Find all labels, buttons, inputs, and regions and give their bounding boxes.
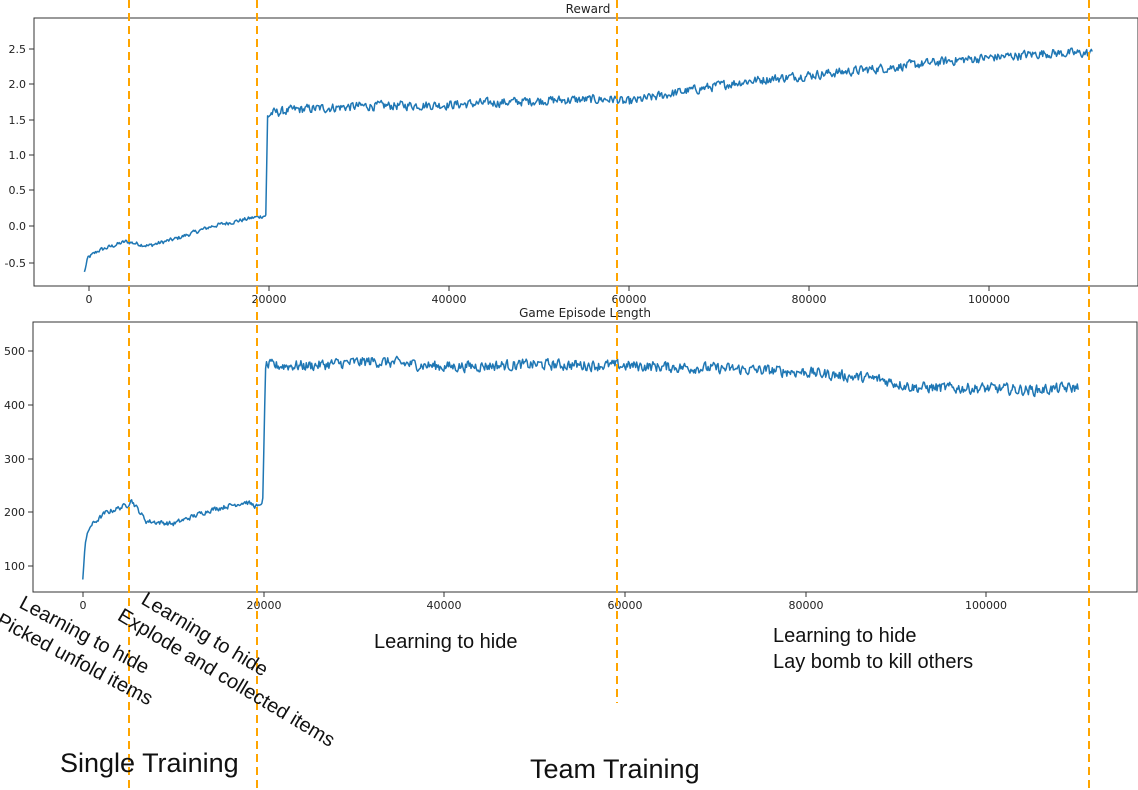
stage3-line1: Learning to hide — [374, 631, 517, 653]
reward-chart: Reward 0 20000 40000 60000 80000 100000 … — [5, 2, 1138, 306]
stage2-annotation: Learning to hide Explode and collected i… — [114, 588, 339, 752]
reward-y-tick-label: -0.5 — [5, 257, 26, 270]
episode-length-x-tick-label: 0 — [80, 599, 87, 612]
stage-annotations: Learning to hide Picked unfold items Lea… — [0, 588, 973, 784]
reward-x-tick-label: 80000 — [792, 293, 827, 306]
episode-length-chart: Game Episode Length 0 20000 40000 60000 … — [4, 306, 1138, 612]
episode-length-y-tick-label: 400 — [4, 399, 25, 412]
episode-length-chart-title: Game Episode Length — [519, 306, 651, 320]
reward-y-ticks: -0.5 0.0 0.5 1.0 1.5 2.0 2.5 — [5, 43, 34, 270]
stage-markers — [128, 0, 1090, 790]
stage2-line2: Explode and collected items — [114, 605, 339, 752]
reward-y-tick-label: 2.5 — [9, 43, 27, 56]
episode-length-plot-frame — [32, 321, 1138, 593]
episode-length-y-tick-label: 100 — [4, 560, 25, 573]
episode-length-series-line — [82, 355, 1079, 580]
reward-y-tick-label: 2.0 — [9, 78, 27, 91]
episode-length-x-tick-label: 40000 — [427, 599, 462, 612]
episode-length-x-tick-label: 20000 — [247, 599, 282, 612]
episode-length-y-tick-label: 200 — [4, 506, 25, 519]
reward-y-tick-label: 0.0 — [9, 220, 27, 233]
reward-chart-title: Reward — [566, 2, 611, 16]
reward-series-line — [83, 47, 1093, 273]
reward-x-tick-label: 20000 — [252, 293, 287, 306]
reward-x-ticks: 0 20000 40000 60000 80000 100000 — [86, 286, 1010, 306]
episode-length-x-tick-label: 100000 — [965, 599, 1007, 612]
episode-length-y-tick-label: 500 — [4, 345, 25, 358]
episode-length-x-ticks: 0 20000 40000 60000 80000 100000 — [80, 592, 1007, 612]
reward-y-tick-label: 1.0 — [9, 149, 27, 162]
stage4-line1: Learning to hide — [773, 625, 916, 647]
reward-x-tick-label: 0 — [86, 293, 93, 306]
episode-length-x-tick-label: 60000 — [608, 599, 643, 612]
stage4-line2: Lay bomb to kill others — [773, 651, 973, 673]
reward-x-tick-label: 60000 — [612, 293, 647, 306]
reward-x-tick-label: 100000 — [968, 293, 1010, 306]
reward-y-tick-label: 1.5 — [9, 114, 27, 127]
team-training-label: Team Training — [530, 754, 700, 784]
reward-x-tick-label: 40000 — [432, 293, 467, 306]
reward-plot-frame — [33, 17, 1138, 287]
episode-length-x-tick-label: 80000 — [789, 599, 824, 612]
single-training-label: Single Training — [60, 748, 239, 778]
reward-y-tick-label: 0.5 — [9, 184, 27, 197]
episode-length-y-tick-label: 300 — [4, 453, 25, 466]
episode-length-y-ticks: 100 200 300 400 500 — [4, 345, 33, 573]
